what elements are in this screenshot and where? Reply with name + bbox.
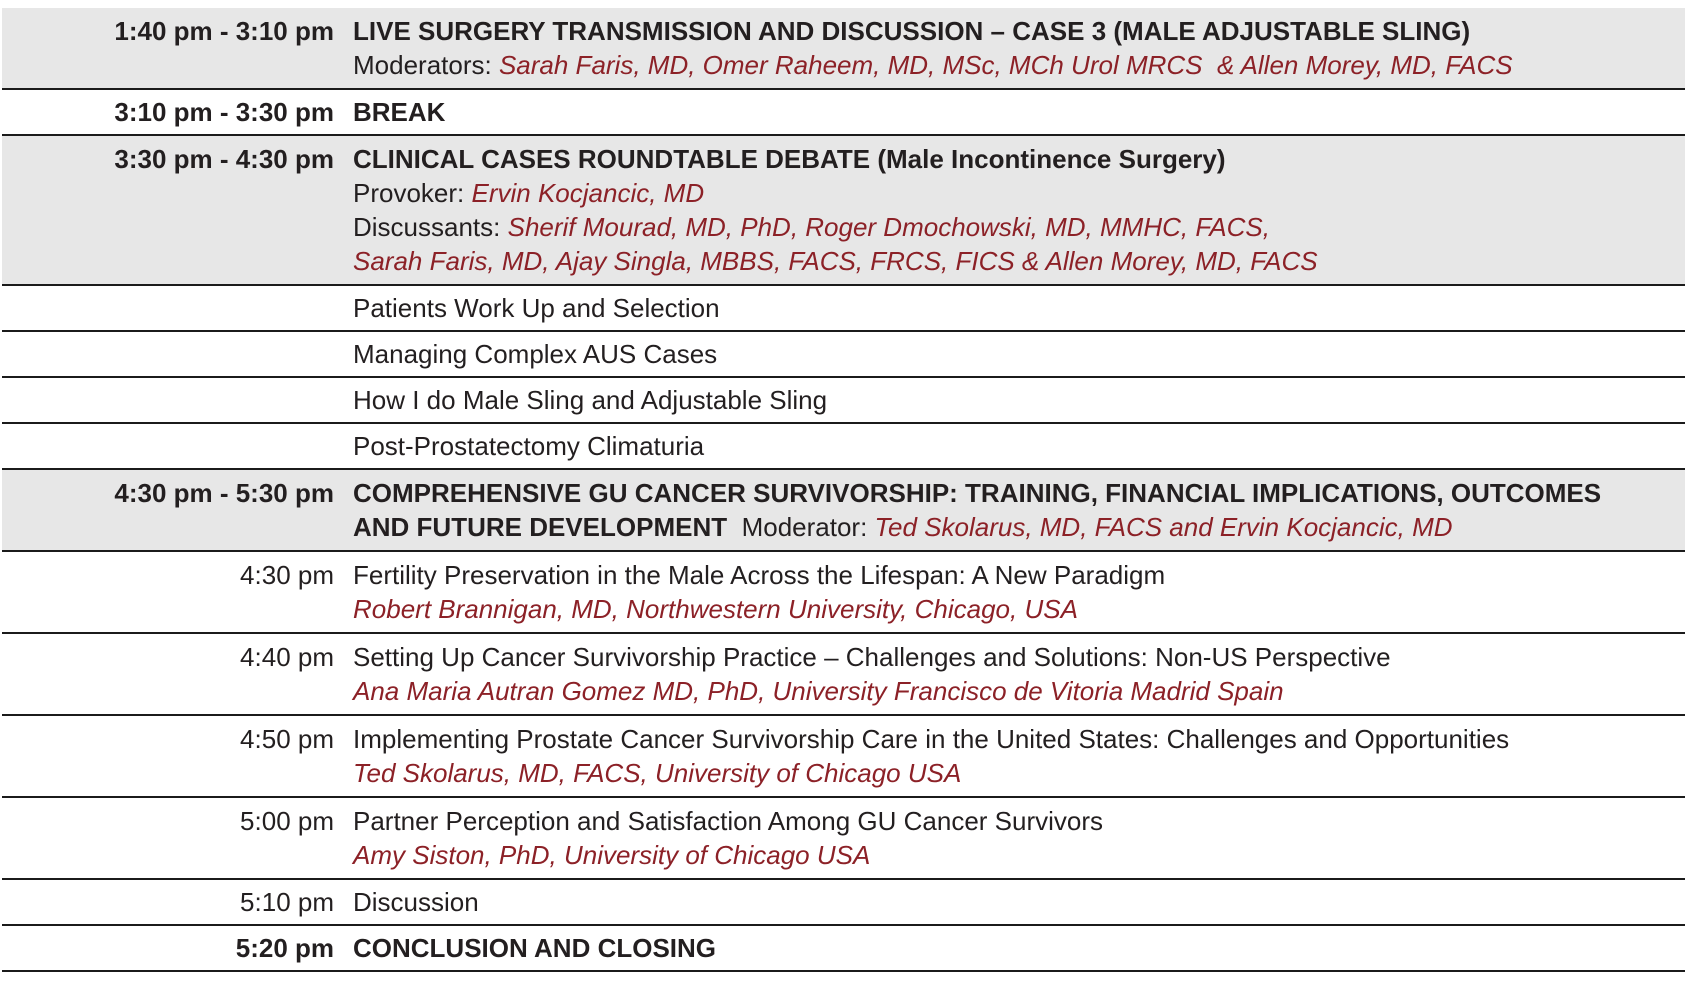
talk-time: 5:10 pm bbox=[240, 887, 334, 917]
discussants-label: Discussants: bbox=[353, 212, 508, 242]
schedule-table: 1:40 pm - 3:10 pm LIVE SURGERY TRANSMISS… bbox=[2, 0, 1685, 972]
moderator-label: Moderator: bbox=[727, 512, 875, 542]
session-content: BREAK bbox=[334, 90, 1685, 134]
schedule-row-live-surgery: 1:40 pm - 3:10 pm LIVE SURGERY TRANSMISS… bbox=[2, 8, 1685, 90]
talk-time: 4:50 pm bbox=[240, 724, 334, 754]
session-title: BREAK bbox=[353, 97, 446, 127]
agenda-item-title: Post-Prostatectomy Climaturia bbox=[353, 431, 705, 461]
session-title: CLINICAL CASES ROUNDTABLE DEBATE (Male I… bbox=[353, 144, 1226, 174]
session-discussants-line: Discussants: Sherif Mourad, MD, PhD, Rog… bbox=[353, 210, 1685, 244]
session-time-range: 3:30 pm - 4:30 pm bbox=[114, 144, 334, 174]
session-time-empty bbox=[2, 378, 334, 422]
talk-title: Setting Up Cancer Survivorship Practice … bbox=[353, 642, 1391, 672]
agenda-item-title: How I do Male Sling and Adjustable Sling bbox=[353, 385, 828, 415]
session-time-range: 3:10 pm - 3:30 pm bbox=[114, 97, 334, 127]
talk-title: Partner Perception and Satisfaction Amon… bbox=[353, 806, 1104, 836]
provoker-name: Ervin Kocjancic, MD bbox=[471, 178, 705, 208]
session-content: Implementing Prostate Cancer Survivorshi… bbox=[334, 716, 1685, 796]
agenda-item-title: Managing Complex AUS Cases bbox=[353, 339, 718, 369]
session-provoker-line: Provoker: Ervin Kocjancic, MD bbox=[353, 176, 1685, 210]
moderator-names: Sarah Faris, MD, Omer Raheem, MD, MSc, M… bbox=[498, 50, 1513, 80]
session-content: Fertility Preservation in the Male Acros… bbox=[334, 552, 1685, 632]
talk-title: Discussion bbox=[353, 887, 479, 917]
session-content: Discussion bbox=[334, 880, 1685, 924]
session-content: Post-Prostatectomy Climaturia bbox=[334, 424, 1685, 468]
talk-title: Fertility Preservation in the Male Acros… bbox=[353, 560, 1166, 590]
schedule-row-talk: 4:30 pm Fertility Preservation in the Ma… bbox=[2, 552, 1685, 634]
schedule-row-talk: 4:40 pm Setting Up Cancer Survivorship P… bbox=[2, 634, 1685, 716]
session-content: CLINICAL CASES ROUNDTABLE DEBATE (Male I… bbox=[334, 136, 1685, 284]
agenda-item-title: Patients Work Up and Selection bbox=[353, 293, 720, 323]
session-moderators-line: Moderators: Sarah Faris, MD, Omer Raheem… bbox=[353, 48, 1685, 82]
talk-title: Implementing Prostate Cancer Survivorshi… bbox=[353, 724, 1510, 754]
talk-time: 4:30 pm bbox=[240, 560, 334, 590]
session-content: Managing Complex AUS Cases bbox=[334, 332, 1685, 376]
session-content: COMPREHENSIVE GU CANCER SURVIVORSHIP: TR… bbox=[334, 470, 1685, 550]
session-title: COMPREHENSIVE GU CANCER SURVIVORSHIP: TR… bbox=[353, 478, 1602, 508]
session-content: How I do Male Sling and Adjustable Sling bbox=[334, 378, 1685, 422]
schedule-row-agenda-item: How I do Male Sling and Adjustable Sling bbox=[2, 378, 1685, 424]
session-time-range: 4:30 pm - 5:30 pm bbox=[114, 478, 334, 508]
session-title: LIVE SURGERY TRANSMISSION AND DISCUSSION… bbox=[353, 16, 1471, 46]
session-content: Partner Perception and Satisfaction Amon… bbox=[334, 798, 1685, 878]
schedule-row-break: 3:10 pm - 3:30 pm BREAK bbox=[2, 90, 1685, 136]
session-time-range: 1:40 pm - 3:10 pm bbox=[114, 16, 334, 46]
session-title-continued-line: AND FUTURE DEVELOPMENT Moderator: Ted Sk… bbox=[353, 510, 1685, 544]
session-time-empty bbox=[2, 286, 334, 330]
session-time-empty bbox=[2, 424, 334, 468]
talk-time: 5:20 pm bbox=[235, 933, 334, 963]
session-content: LIVE SURGERY TRANSMISSION AND DISCUSSION… bbox=[334, 8, 1685, 88]
session-content: CONCLUSION AND CLOSING bbox=[334, 926, 1685, 970]
talk-time: 4:40 pm bbox=[240, 642, 334, 672]
talk-time: 5:00 pm bbox=[240, 806, 334, 836]
talk-speaker: Amy Siston, PhD, University of Chicago U… bbox=[353, 840, 871, 870]
schedule-row-gu-survivorship: 4:30 pm - 5:30 pm COMPREHENSIVE GU CANCE… bbox=[2, 470, 1685, 552]
schedule-row-talk: 5:00 pm Partner Perception and Satisfact… bbox=[2, 798, 1685, 880]
schedule-row-discussion: 5:10 pm Discussion bbox=[2, 880, 1685, 926]
talk-speaker: Ted Skolarus, MD, FACS, University of Ch… bbox=[353, 758, 962, 788]
session-title-continued: AND FUTURE DEVELOPMENT bbox=[353, 512, 728, 542]
talk-title: CONCLUSION AND CLOSING bbox=[353, 933, 717, 963]
session-content: Setting Up Cancer Survivorship Practice … bbox=[334, 634, 1685, 714]
discussant-names: Sherif Mourad, MD, PhD, Roger Dmochowski… bbox=[507, 212, 1270, 242]
talk-speaker: Ana Maria Autran Gomez MD, PhD, Universi… bbox=[353, 676, 1284, 706]
schedule-row-agenda-item: Managing Complex AUS Cases bbox=[2, 332, 1685, 378]
moderators-label: Moderators: bbox=[353, 50, 499, 80]
moderator-names: Ted Skolarus, MD, FACS and Ervin Kocjanc… bbox=[874, 512, 1453, 542]
schedule-row-talk: 4:50 pm Implementing Prostate Cancer Sur… bbox=[2, 716, 1685, 798]
session-content: Patients Work Up and Selection bbox=[334, 286, 1685, 330]
provoker-label: Provoker: bbox=[353, 178, 472, 208]
discussant-names-continued: Sarah Faris, MD, Ajay Singla, MBBS, FACS… bbox=[353, 246, 1318, 276]
schedule-row-agenda-item: Post-Prostatectomy Climaturia bbox=[2, 424, 1685, 470]
schedule-row-conclusion: 5:20 pm CONCLUSION AND CLOSING bbox=[2, 926, 1685, 972]
session-time-empty bbox=[2, 332, 334, 376]
schedule-row-roundtable-debate: 3:30 pm - 4:30 pm CLINICAL CASES ROUNDTA… bbox=[2, 136, 1685, 286]
talk-speaker: Robert Brannigan, MD, Northwestern Unive… bbox=[353, 594, 1078, 624]
schedule-row-agenda-item: Patients Work Up and Selection bbox=[2, 286, 1685, 332]
